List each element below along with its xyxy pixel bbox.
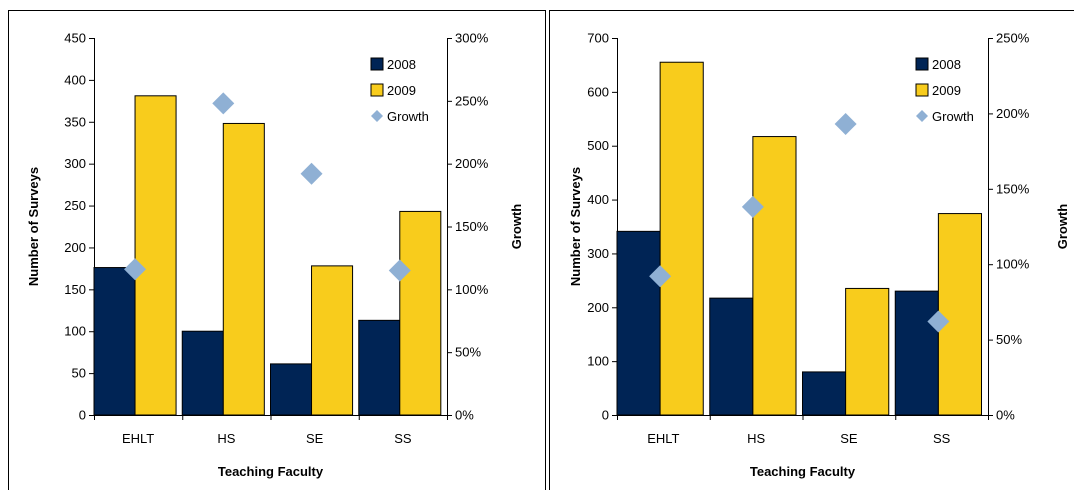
legend-swatch-2009 [915,83,929,97]
x-tick-label: HS [747,431,765,446]
legend-label-growth: Growth [387,109,429,124]
y-tick-label: 0 [79,408,86,423]
y-tick-label: 300 [587,246,609,261]
growth-marker-SE [834,112,857,135]
bar-2008-HS [181,330,224,416]
x-axis-title: Teaching Faculty [750,464,856,479]
bar-2008-SS [358,319,401,416]
y-tick-label: 500 [587,138,609,153]
y-tick-label: 50 [72,366,86,381]
x-tick-label: SE [840,431,858,446]
bar-2009-EHLT [134,95,177,416]
legend: 2008 2009 Growth [915,57,974,124]
y-tick-label: 150 [64,282,86,297]
growth-marker-SE [300,162,323,185]
legend-label-2009: 2009 [932,83,961,98]
legend-label-growth: Growth [932,109,974,124]
y2-axis-title: Growth [1055,204,1070,250]
bar-2009-SS [937,213,983,416]
bar-2009-SS [399,210,442,416]
growth-marker-EHLT [649,265,672,288]
growth-marker-HS [212,92,235,115]
y2-tick-label: 200% [455,156,489,171]
legend-label-2008: 2008 [387,57,416,72]
y2-tick-label: 300% [455,31,489,46]
bar-2009-EHLT [659,61,704,416]
bar-2008-SE [802,371,847,416]
y2-tick-label: 50% [996,332,1022,347]
y-tick-label: 0 [602,408,609,423]
y-tick-label: 100 [64,324,86,339]
y2-tick-label: 250% [996,31,1030,46]
legend-swatch-2009 [370,83,384,97]
y-tick-label: 200 [64,240,86,255]
x-tick-label: SS [933,431,951,446]
bar-2009-SE [845,287,890,416]
growth-marker-SS [927,310,950,333]
y2-tick-label: 150% [455,219,489,234]
y-tick-label: 450 [64,31,86,46]
growth-marker-HS [741,195,764,218]
x-axis-title: Teaching Faculty [218,464,324,479]
y2-tick-label: 50% [455,345,481,360]
growth-marker-SS [388,259,411,282]
legend-swatch-2008 [915,57,929,71]
legend-swatch-growth [916,110,928,122]
x-tick-label: SS [394,431,412,446]
y-tick-label: 300 [64,156,86,171]
y2-tick-label: 100% [455,282,489,297]
y-axis-title: Number of Surveys [568,167,583,286]
y-tick-label: 700 [587,31,609,46]
bar-2008-EHLT [616,230,661,416]
y2-axis-title: Growth [509,204,524,250]
y2-tick-label: 0% [996,408,1015,423]
x-tick-label: SE [306,431,324,446]
y2-tick-label: 200% [996,106,1030,121]
chart-2: 0 100 200 300 400 500 600 700 0% 50% 100% 150% 200% 2… [549,10,1074,490]
y2-tick-label: 0% [455,408,474,423]
y-tick-label: 250 [64,198,86,213]
x-tick-label: EHLT [647,431,679,446]
y-tick-label: 200 [587,300,609,315]
bar-2009-HS [222,122,265,416]
growth-marker-EHLT [124,258,147,281]
y-axis-title: Number of Surveys [26,167,41,286]
y-tick-label: 100 [587,354,609,369]
bar-2008-HS [709,297,754,416]
bar-2008-EHLT [93,267,136,416]
chart-1: 0 50 100 150 200 250 300 350 400 450 0% 50% 100% 150%… [8,10,546,490]
legend-label-2008: 2008 [932,57,961,72]
legend: 2008 2009 Growth [370,57,429,124]
x-tick-label: HS [217,431,235,446]
y2-tick-label: 150% [996,181,1030,196]
bar-2008-SE [270,363,313,416]
bar-2009-SE [311,265,354,416]
y-tick-label: 400 [64,72,86,87]
x-tick-label: EHLT [122,431,154,446]
bar-2008-SS [894,290,939,416]
y-tick-label: 600 [587,84,609,99]
y-tick-label: 350 [64,114,86,129]
bar-2009-HS [752,136,797,416]
y2-tick-label: 100% [996,257,1030,272]
legend-label-2009: 2009 [387,83,416,98]
legend-swatch-growth [371,110,383,122]
y-tick-label: 400 [587,192,609,207]
legend-swatch-2008 [370,57,384,71]
y2-tick-label: 250% [455,93,489,108]
